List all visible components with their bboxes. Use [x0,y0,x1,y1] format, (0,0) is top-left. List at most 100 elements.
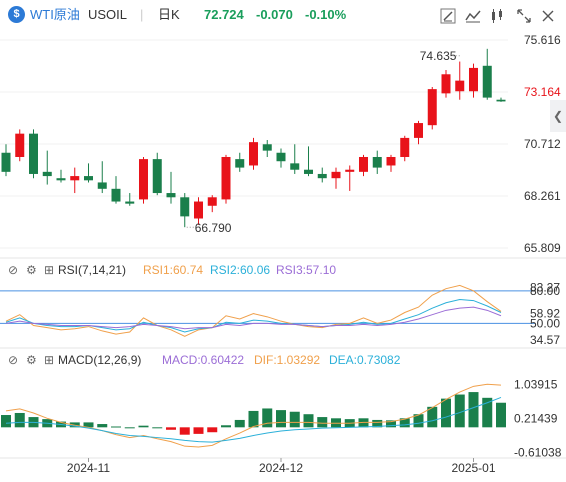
candle-type-icon[interactable] [488,7,506,25]
price-tick-label: 65.809 [524,241,561,255]
toggle-box-icon[interactable]: ⊞ [44,353,55,367]
close-icon[interactable] [539,7,557,25]
candle-body [56,178,66,181]
macd-histogram-bar [152,427,163,429]
rsi3-value: RSI3:57.10 [276,263,337,277]
collapse-icon[interactable]: ⊘ [8,353,19,367]
candle-body [386,156,396,166]
macd-histogram-bar [111,426,121,428]
price-change-pct: -0.10% [305,7,347,22]
candle-body [166,193,176,198]
macd-title: MACD(12,26,9) [58,353,142,367]
macd-histogram-bar [303,414,314,428]
price-tick-label: 70.712 [524,137,561,151]
collapse-icon[interactable]: ⊘ [8,263,19,277]
macd-histogram-bar [317,417,328,428]
settings-gear-icon[interactable]: ⚙ [26,263,37,277]
candle-body [290,163,300,170]
macd-histogram-bar [289,411,300,428]
settings-gear-icon[interactable]: ⚙ [26,353,37,367]
draw-icon[interactable] [439,7,457,25]
dea-value: DEA:0.73082 [329,353,401,367]
candle-body [42,171,52,177]
candle-body [469,67,478,92]
candle-body [249,142,258,166]
candle-body [15,133,25,157]
rsi-tick-label: 83.27 [530,280,560,294]
rsi1-value: RSI1:60.74 [143,263,204,277]
candle-body [1,152,11,172]
candle-body [139,159,148,200]
candle-body [414,123,423,138]
header-divider: | [140,7,144,22]
macd-histogram-bar [276,410,286,428]
rsi-header: ⊘ ⚙ ⊞ RSI(7,14,21) RSI1:60.74 RSI2:60.06… [0,262,566,280]
macd-tick-label: 1.03915 [514,378,558,392]
macd-histogram-bar [166,427,176,430]
candle-body [84,176,93,181]
price-tick-label: 75.616 [524,33,561,47]
macd-histogram-bar [468,392,479,428]
x-tick-label: 2025-01 [451,461,495,475]
rsi-tick-label: 80.00 [530,284,560,298]
rsi-title: RSI(7,14,21) [58,263,127,277]
rsi-line-rsi2 [5,298,502,333]
price-change: -0.070 [256,7,293,22]
macd-histogram-bar [248,410,259,428]
candle-body [482,65,492,98]
macd-histogram-bar [372,419,383,428]
macd-histogram-bar [179,427,190,435]
instrument-name[interactable]: WTI原油 [30,7,80,22]
macd-tick-label: 0.21439 [514,412,558,426]
candle-body [125,201,135,204]
fullscreen-icon[interactable] [515,7,533,25]
candle-body [317,173,327,179]
candle-body [235,159,245,168]
candle-body [400,137,410,157]
macd-line-dif [5,383,502,448]
macd-histogram-bar [193,427,204,434]
macd-histogram-bar [221,425,231,428]
toggle-box-icon[interactable]: ⊞ [44,263,55,277]
macd-histogram-bar [482,397,493,428]
rsi-line-rsi1 [5,284,502,337]
candle-body [304,169,313,174]
rsi-line-rsi3 [5,306,502,330]
candle-body [276,152,286,162]
candle-body [331,171,341,179]
price-tick-label: 73.164 [524,85,561,99]
candle-body [152,159,162,194]
macd-histogram-bar [454,394,465,428]
rsi-tick-label: 50.00 [530,316,560,330]
macd-histogram-bar [386,420,396,428]
high-price-label: 74.635 [420,49,457,63]
macd-tick-label: -0.61038 [514,445,562,459]
candle-body [111,188,121,202]
macd-histogram-bar [207,427,218,433]
current-price: 72.724 [204,7,244,22]
rsi2-value: RSI2:60.06 [210,263,271,277]
candle-body [345,169,355,172]
candle-body [441,74,451,94]
macd-histogram-bar [413,414,424,428]
price-tick-label: 68.261 [524,189,561,203]
candle-body [427,89,437,126]
candle-body [70,176,80,181]
macd-histogram-bar [83,422,94,428]
indicator-icon[interactable] [464,7,482,25]
collapse-arrow-icon[interactable]: ❮ [550,100,566,132]
macd-histogram-bar [496,402,506,428]
candle-body [455,80,465,92]
macd-histogram-bar [399,418,410,428]
macd-histogram-bar [138,425,149,428]
period-selector[interactable]: 日K [158,7,180,22]
candle-body [221,156,231,200]
chart-header: $ WTI原油 USOIL | 日K 72.724 -0.070 -0.10% [0,0,566,30]
macd-histogram-bar [262,408,273,428]
candle-body [180,197,190,217]
rsi-tick-label: 58.92 [530,307,560,321]
candle-body [359,156,368,172]
candle-body [194,201,203,219]
low-price-label: 66.790 [195,221,232,235]
